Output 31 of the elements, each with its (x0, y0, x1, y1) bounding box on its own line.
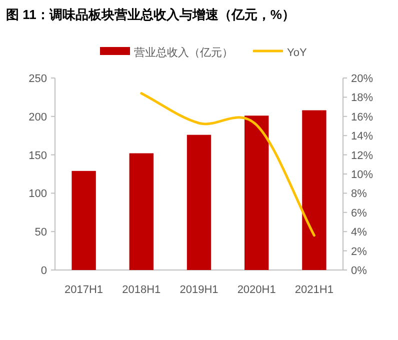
x-tick-label: 2021H1 (294, 284, 334, 296)
line-series (140, 92, 316, 237)
y-tick-label: 200 (28, 111, 47, 124)
y2-tick-label: 4% (351, 226, 368, 239)
y-tick-label: 250 (28, 73, 47, 85)
bar (129, 153, 154, 270)
x-tick-label: 2019H1 (180, 284, 218, 296)
legend-label: YoY (287, 47, 308, 59)
x-tick-label: 2020H1 (237, 284, 276, 296)
x-tick-label: 2018H1 (122, 284, 161, 296)
bar (72, 170, 96, 270)
x-tick-label: 2017H1 (64, 284, 104, 296)
y2-tick-label: 18% (351, 92, 374, 104)
bar (186, 134, 212, 270)
y2-tick-label: 0% (351, 265, 368, 277)
y-tick-label: 100 (28, 188, 47, 200)
chart-title: 图 11：调味品板块营业总收入与增速（亿元，%） (6, 7, 295, 22)
y2-tick-label: 14% (351, 130, 374, 143)
y-tick-label: 0 (40, 265, 47, 277)
y-tick-label: 150 (28, 150, 47, 162)
y2-tick-label: 12% (351, 150, 374, 162)
y2-tick-label: 10% (351, 169, 374, 181)
legend-label: 营业总收入（亿元） (134, 46, 233, 59)
y-tick-label: 50 (34, 226, 47, 239)
y2-tick-label: 16% (351, 111, 374, 124)
y2-tick-label: 2% (351, 246, 368, 258)
y2-tick-label: 20% (351, 73, 374, 85)
bar (302, 110, 326, 270)
y2-tick-label: 6% (351, 207, 368, 220)
y2-tick-label: 8% (351, 188, 368, 200)
bar (244, 116, 269, 270)
